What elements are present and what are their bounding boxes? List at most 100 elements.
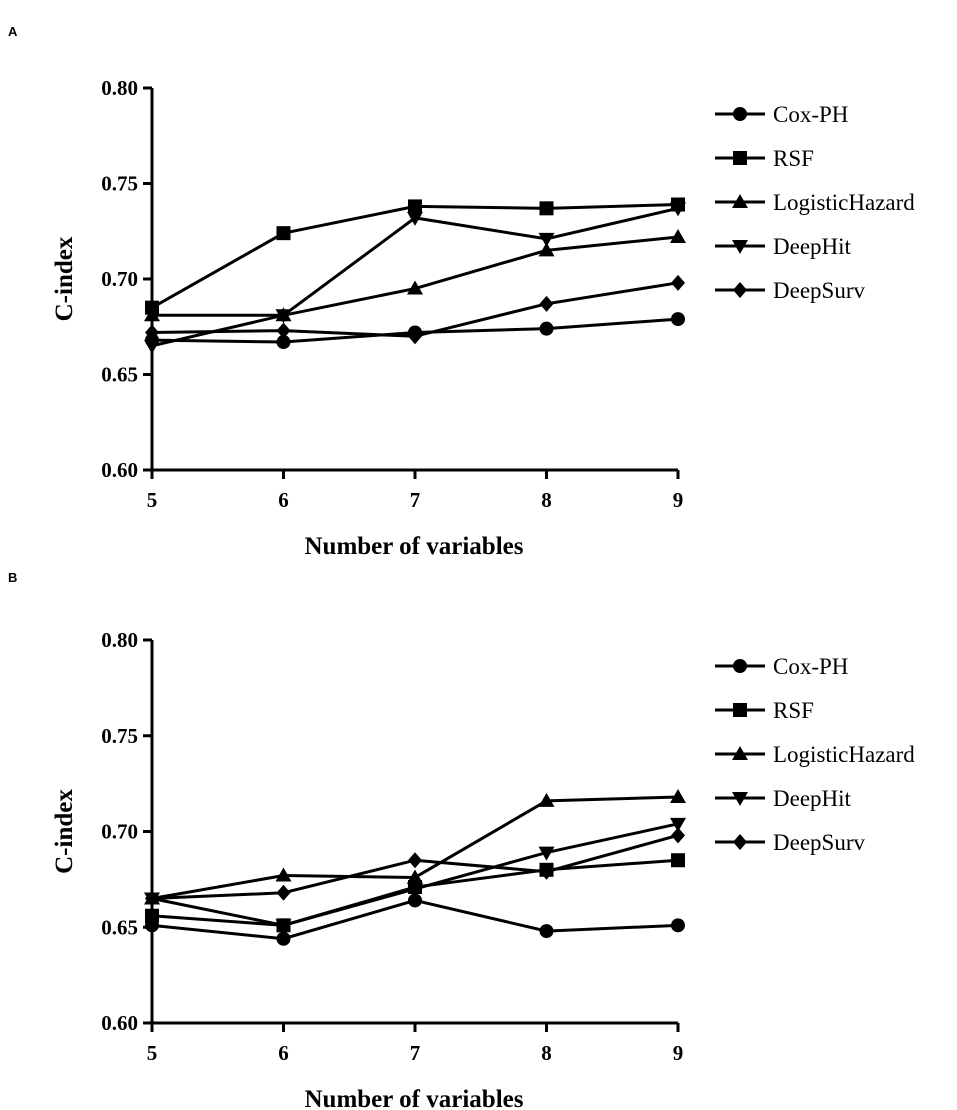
data-point <box>539 295 554 312</box>
x-tick-label: 7 <box>410 1041 421 1065</box>
data-point <box>144 307 160 322</box>
legend-item-deepsurv: DeepSurv <box>715 830 865 855</box>
x-tick-label: 8 <box>541 1041 552 1065</box>
diamond-marker-icon <box>733 834 747 850</box>
data-point <box>671 853 685 868</box>
triangle-down-marker-icon <box>732 240 748 254</box>
data-point <box>408 893 422 908</box>
legend-item-logistichazard: LogisticHazard <box>715 190 915 215</box>
data-point <box>538 232 555 247</box>
series-cox-ph <box>145 893 685 946</box>
legend-label: DeepHit <box>773 786 852 811</box>
chart-panel-a: A 0.60 0.65 0.70 0.75 0.80 5 6 7 8 9 Number of vari… <box>8 24 915 560</box>
data-point <box>276 884 291 901</box>
data-point <box>145 324 159 341</box>
data-point <box>276 931 291 946</box>
legend-label: RSF <box>773 146 814 171</box>
data-point <box>539 201 554 216</box>
data-point <box>145 890 159 907</box>
data-point <box>671 312 685 327</box>
legend-label: RSF <box>773 698 814 723</box>
series-line <box>152 235 679 317</box>
x-tick-label: 5 <box>147 1041 158 1065</box>
x-tick-label: 6 <box>278 488 289 512</box>
x-axis-title: Number of variables <box>305 1086 524 1110</box>
legend-label: Cox-PH <box>773 102 848 127</box>
data-point <box>671 918 685 933</box>
legend-item-deepsurv: DeepSurv <box>715 278 865 303</box>
legend-label: Cox-PH <box>773 654 848 679</box>
data-point <box>407 280 423 295</box>
data-point <box>538 792 555 807</box>
circle-marker-icon <box>733 107 747 121</box>
data-point <box>670 789 686 804</box>
data-point <box>276 322 291 339</box>
y-tick-label: 0.65 <box>101 363 138 387</box>
series-logistichazard <box>144 228 686 322</box>
data-point <box>275 919 292 934</box>
chart-panel-b: B 0.60 0.65 0.70 0.75 0.80 5 6 7 8 9 Number of vari… <box>8 570 915 1110</box>
data-point <box>144 339 160 354</box>
circle-marker-icon <box>733 659 747 673</box>
data-point <box>538 242 555 257</box>
x-tick-label: 6 <box>278 1041 289 1065</box>
panel-label: B <box>8 570 17 585</box>
data-point <box>407 211 423 226</box>
data-point <box>275 309 292 324</box>
y-tick-label: 0.80 <box>101 628 138 652</box>
data-point <box>408 852 422 869</box>
square-marker-icon <box>733 151 747 165</box>
data-point <box>145 908 159 923</box>
data-point <box>276 226 291 241</box>
data-point <box>275 867 292 882</box>
data-point <box>407 882 423 897</box>
y-axis-title: C-index <box>51 236 78 321</box>
y-tick-label: 0.75 <box>101 724 138 748</box>
data-point <box>408 328 422 345</box>
data-point <box>408 199 422 214</box>
triangle-down-marker-icon <box>732 792 748 806</box>
data-point <box>670 228 686 243</box>
x-tick-label: 8 <box>541 488 552 512</box>
data-point <box>276 335 291 350</box>
legend-label: DeepHit <box>773 234 852 259</box>
data-point <box>538 846 555 861</box>
data-point <box>539 321 554 336</box>
legend-item-cox-ph: Cox-PH <box>715 102 848 127</box>
y-tick-label: 0.60 <box>101 458 138 482</box>
legend-item-rsf: RSF <box>715 698 814 723</box>
panel-label: A <box>8 24 18 39</box>
legend-item-deephit: DeepHit <box>715 786 852 811</box>
square-marker-icon <box>733 703 747 717</box>
legend-item-logistichazard: LogisticHazard <box>715 742 915 767</box>
legend-label: LogisticHazard <box>773 742 915 767</box>
y-tick-label: 0.80 <box>101 76 138 100</box>
diamond-marker-icon <box>733 282 747 298</box>
legend-label: LogisticHazard <box>773 190 915 215</box>
y-tick-label: 0.65 <box>101 915 138 939</box>
data-point <box>671 274 685 291</box>
data-point <box>670 817 686 832</box>
data-point <box>671 827 685 844</box>
legend-item-rsf: RSF <box>715 146 814 171</box>
legend-item-deephit: DeepHit <box>715 234 852 259</box>
series-deepsurv <box>145 827 685 907</box>
x-axis-title: Number of variables <box>305 533 524 560</box>
y-tick-label: 0.60 <box>101 1011 138 1035</box>
y-tick-label: 0.75 <box>101 172 138 196</box>
x-tick-label: 7 <box>410 488 421 512</box>
data-point <box>407 869 423 884</box>
data-point <box>539 863 554 880</box>
x-tick-label: 5 <box>147 488 158 512</box>
triangle-up-marker-icon <box>732 746 748 760</box>
x-tick-label: 9 <box>673 1041 684 1065</box>
data-point <box>539 924 554 939</box>
legend: Cox-PH RSF LogisticHazard DeepHit DeepSurv <box>715 654 915 855</box>
x-tick-label: 9 <box>673 488 684 512</box>
legend-item-cox-ph: Cox-PH <box>715 654 848 679</box>
legend-label: DeepSurv <box>773 278 865 303</box>
series-deephit <box>144 202 686 354</box>
y-tick-label: 0.70 <box>101 820 138 844</box>
triangle-up-marker-icon <box>732 194 748 208</box>
